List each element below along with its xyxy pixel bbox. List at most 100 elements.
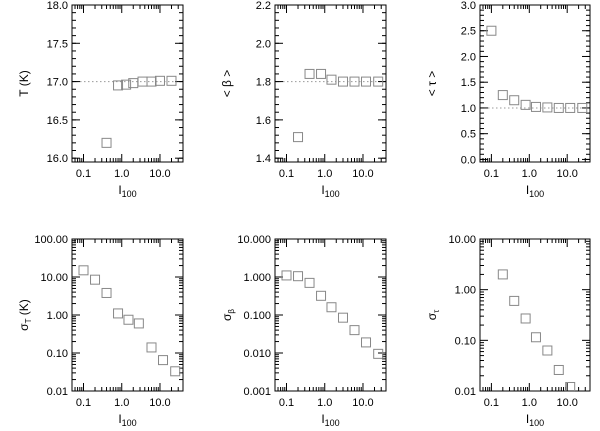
data-point bbox=[337, 312, 348, 323]
data-point bbox=[373, 348, 384, 359]
data-point bbox=[78, 265, 89, 276]
data-point bbox=[565, 102, 576, 113]
data-point bbox=[123, 314, 134, 325]
y-axis-label: σβ bbox=[220, 309, 236, 321]
y-tick-label: 1.00 bbox=[47, 310, 68, 322]
data-point bbox=[349, 325, 360, 336]
y-tick-label: 1.000 bbox=[243, 272, 271, 284]
data-point bbox=[553, 364, 564, 375]
x-axis-label: I100 bbox=[118, 412, 136, 428]
y-tick-label: 10.00 bbox=[40, 272, 68, 284]
data-point bbox=[542, 345, 553, 356]
y-tick-label: 2.5 bbox=[461, 26, 476, 38]
data-point bbox=[509, 295, 520, 306]
data-point bbox=[281, 270, 292, 281]
x-tick-label: 1.0 bbox=[317, 168, 332, 180]
plot-frame bbox=[274, 4, 387, 163]
x-tick-label: 10.0 bbox=[556, 397, 577, 409]
x-tick-label: 1.0 bbox=[522, 168, 537, 180]
y-tick-label: 0.01 bbox=[455, 386, 476, 398]
data-point bbox=[304, 68, 315, 79]
y-tick-label: 16.5 bbox=[47, 115, 68, 127]
data-point bbox=[146, 342, 157, 353]
panel-top-right: 0.1 1.0 10.0 0.0 0.5 1.0 1.5 2.0 2.5 3.0 I100 < τ > bbox=[425, 0, 591, 199]
data-point bbox=[520, 99, 531, 110]
data-point bbox=[154, 75, 165, 86]
data-point bbox=[553, 102, 564, 113]
data-point bbox=[530, 332, 541, 343]
x-tick-label: 0.1 bbox=[279, 397, 294, 409]
data-point bbox=[304, 277, 315, 288]
x-axis-label: I100 bbox=[321, 412, 339, 428]
y-tick-label: 0.0 bbox=[461, 154, 476, 166]
data-point bbox=[577, 102, 588, 113]
x-axis-label: I100 bbox=[118, 183, 136, 199]
data-point bbox=[166, 75, 177, 86]
y-tick-label: 10.00 bbox=[448, 234, 476, 246]
data-point bbox=[361, 337, 372, 348]
data-point bbox=[486, 25, 497, 36]
data-point bbox=[293, 132, 304, 143]
data-point bbox=[520, 313, 531, 324]
data-point bbox=[530, 101, 541, 112]
y-tick-label: 0.10 bbox=[455, 335, 476, 347]
data-point bbox=[146, 76, 157, 87]
x-axis-label: I100 bbox=[526, 412, 544, 428]
y-tick-label: 0.010 bbox=[243, 348, 271, 360]
x-axis-label: I100 bbox=[526, 183, 544, 199]
x-tick-label: 10.0 bbox=[352, 397, 373, 409]
panel-bottom-right: 0.1 1.0 10.0 0.01 0.10 1.00 10.00 I100 στ bbox=[425, 234, 591, 428]
y-tick-label: 0.001 bbox=[243, 386, 271, 398]
data-point bbox=[542, 102, 553, 113]
data-point bbox=[101, 287, 112, 298]
data-point bbox=[565, 381, 576, 392]
y-axis-label: < β > bbox=[220, 70, 234, 98]
y-axis-label: < τ > bbox=[425, 71, 439, 96]
data-point bbox=[497, 269, 508, 280]
y-tick-label: 2.2 bbox=[256, 0, 271, 12]
y-tick-label: 3.0 bbox=[461, 0, 476, 12]
data-point bbox=[121, 79, 132, 90]
y-tick-label: 1.5 bbox=[461, 77, 476, 89]
x-tick-label: 0.1 bbox=[279, 168, 294, 180]
data-point bbox=[326, 302, 337, 313]
x-tick-label: 0.1 bbox=[76, 168, 91, 180]
data-point bbox=[509, 95, 520, 106]
y-tick-label: 1.4 bbox=[256, 153, 271, 165]
panel-top-middle: 0.1 1.0 10.0 1.4 1.6 1.8 2.0 2.2 I100 < β > bbox=[220, 0, 387, 199]
data-point bbox=[90, 274, 101, 285]
y-tick-label: 17.0 bbox=[47, 77, 68, 89]
data-point bbox=[497, 90, 508, 101]
data-point bbox=[361, 76, 372, 87]
x-tick-label: 1.0 bbox=[114, 168, 129, 180]
data-point bbox=[373, 76, 384, 87]
data-point bbox=[133, 318, 144, 329]
x-axis-label: I100 bbox=[321, 183, 339, 199]
data-point bbox=[326, 74, 337, 85]
plot-frame bbox=[71, 4, 184, 163]
y-axis-label: στ bbox=[425, 309, 441, 320]
y-tick-label: 10.000 bbox=[237, 234, 271, 246]
data-point bbox=[137, 76, 148, 87]
data-point bbox=[316, 68, 327, 79]
y-tick-label: 0.100 bbox=[243, 310, 271, 322]
data-point bbox=[158, 355, 169, 366]
y-tick-label: 1.0 bbox=[461, 103, 476, 115]
data-point bbox=[101, 137, 112, 148]
data-point bbox=[316, 290, 327, 301]
y-tick-label: 16.0 bbox=[47, 153, 68, 165]
panel-top-left: 0.1 1.0 10.0 16.0 16.5 17.0 17.5 18.0 I100 T (K) bbox=[17, 0, 184, 199]
data-point bbox=[349, 76, 360, 87]
y-tick-label: 1.8 bbox=[256, 77, 271, 89]
plot-frame bbox=[274, 238, 387, 392]
y-tick-label: 18.0 bbox=[47, 0, 68, 12]
x-tick-label: 10.0 bbox=[149, 397, 170, 409]
plot-frame bbox=[479, 238, 591, 392]
y-tick-label: 2.0 bbox=[256, 38, 271, 50]
x-tick-label: 1.0 bbox=[522, 397, 537, 409]
data-point bbox=[337, 76, 348, 87]
data-point bbox=[113, 80, 124, 91]
x-tick-label: 10.0 bbox=[352, 168, 373, 180]
x-tick-label: 1.0 bbox=[317, 397, 332, 409]
